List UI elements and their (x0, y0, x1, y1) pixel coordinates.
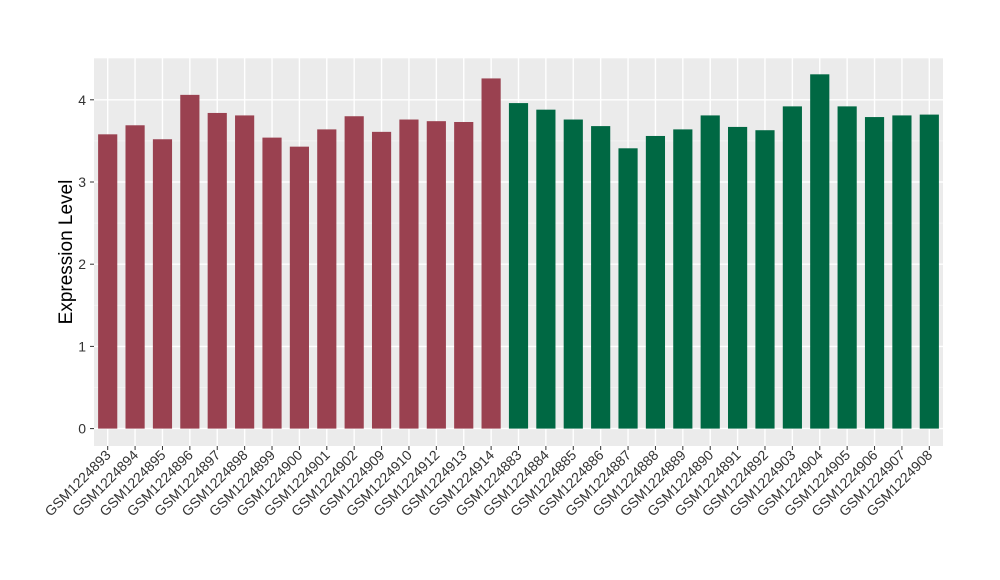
bar-GSM1224897 (207, 112, 227, 429)
bar-GSM1224883 (508, 103, 529, 429)
x-axis: GSM1224893GSM1224894GSM1224895GSM1224896… (41, 446, 936, 519)
y-tick-label: 2 (78, 256, 86, 272)
bar-GSM1224900 (289, 146, 309, 429)
bar-GSM1224910 (399, 119, 419, 429)
bar-GSM1224892 (755, 130, 775, 429)
bar-GSM1224885 (563, 119, 583, 429)
y-tick-label: 3 (78, 174, 86, 190)
bars (98, 74, 939, 429)
bar-GSM1224906 (864, 117, 885, 429)
bar-GSM1224894 (125, 125, 145, 429)
bar-GSM1224896 (180, 94, 200, 429)
bar-GSM1224893 (98, 134, 118, 429)
bar-GSM1224889 (673, 129, 693, 429)
bar-GSM1224905 (837, 106, 857, 429)
y-axis: 0 1 2 3 4 (78, 92, 94, 437)
bar-GSM1224914 (481, 78, 501, 429)
bar-GSM1224904 (810, 74, 830, 429)
bar-GSM1224908 (919, 114, 939, 429)
bar-GSM1224901 (317, 129, 337, 429)
bar-GSM1224895 (152, 139, 173, 429)
bar-GSM1224907 (892, 115, 912, 429)
y-tick-label: 4 (78, 92, 86, 108)
bar-GSM1224898 (235, 115, 255, 429)
bar-GSM1224912 (426, 121, 446, 429)
y-axis-title: Expression Level (56, 180, 77, 325)
bar-GSM1224909 (371, 131, 392, 429)
y-tick-label: 0 (78, 421, 86, 437)
bar-GSM1224899 (262, 137, 282, 429)
bar-GSM1224902 (344, 116, 364, 429)
bar-GSM1224913 (454, 121, 474, 429)
bar-GSM1224891 (728, 126, 748, 429)
bar-GSM1224888 (645, 135, 666, 429)
bar-GSM1224884 (536, 109, 556, 429)
bar-GSM1224890 (700, 115, 720, 429)
bar-GSM1224903 (782, 106, 802, 429)
bar-GSM1224886 (591, 126, 611, 429)
bar-GSM1224887 (618, 148, 638, 429)
y-tick-label: 1 (78, 338, 86, 354)
